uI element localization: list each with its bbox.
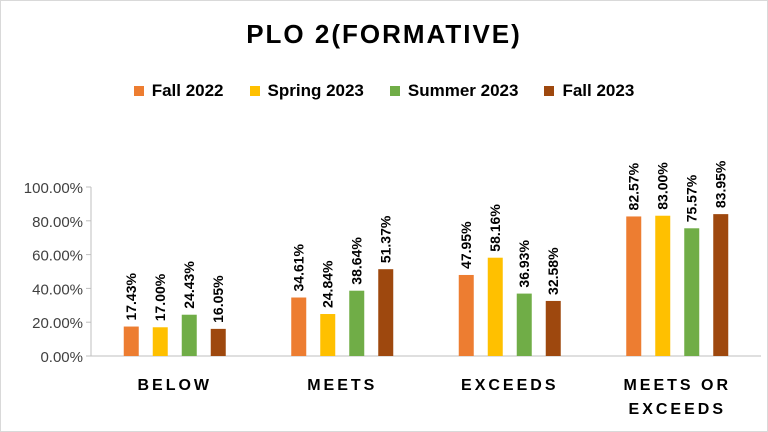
y-tick-label: 40.00% [32,281,83,298]
bar [378,269,394,356]
bar [181,314,197,356]
bar [210,328,226,356]
data-label: 16.05% [210,275,226,323]
bar [291,297,307,356]
data-label: 51.37% [378,215,394,263]
data-label: 75.57% [684,174,700,222]
y-tick-label: 100.00% [24,180,83,197]
bar [320,314,336,356]
y-tick-label: 20.00% [32,315,83,332]
legend-item: Summer 2023 [389,81,519,101]
data-label: 36.93% [516,240,532,288]
y-tick-label: 80.00% [32,214,83,231]
data-label: 58.16% [487,204,503,252]
bar [487,257,503,356]
legend-swatch [544,86,555,96]
data-label: 34.61% [291,243,307,291]
bar [713,214,729,356]
x-category-label: BELOW [137,377,212,394]
bar [152,327,168,356]
bar [545,300,561,356]
legend-label: Fall 2022 [151,81,224,100]
bar [349,290,365,356]
legend-item: Fall 2022 [133,81,224,101]
x-category-label: MEETS [307,377,377,394]
data-label: 17.43% [123,273,139,321]
chart-title: PLO 2(FORMATIVE) [246,19,522,49]
data-label: 24.84% [320,260,336,308]
bar [655,215,671,356]
data-label: 17.00% [152,273,168,321]
data-label: 38.64% [349,237,365,285]
legend-item: Spring 2023 [249,81,364,101]
legend-label: Summer 2023 [407,81,519,100]
x-category-label: MEETS OR [623,377,731,394]
data-label: 83.00% [655,162,671,210]
x-category-label: EXCEEDS [629,401,726,418]
bar [458,274,474,356]
data-label: 82.57% [626,162,642,210]
legend-swatch [133,86,144,96]
x-category-label: EXCEEDS [461,377,558,394]
data-label: 83.95% [713,160,729,208]
legend-item: Fall 2023 [544,81,634,101]
y-tick-label: 60.00% [32,248,83,265]
legend: Fall 2022 Spring 2023 Summer 2023 Fall 2023 [1,81,767,101]
bar [684,228,700,356]
data-label: 47.95% [458,221,474,269]
legend-label: Spring 2023 [267,81,364,100]
bar [516,293,532,356]
y-tick-label: 0.00% [40,349,83,366]
data-label: 32.58% [545,247,561,295]
bar [123,326,139,356]
data-label: 24.43% [181,261,197,309]
legend-swatch [389,86,400,96]
bar [626,216,642,356]
legend-swatch [249,86,260,96]
legend-label: Fall 2023 [562,81,635,100]
